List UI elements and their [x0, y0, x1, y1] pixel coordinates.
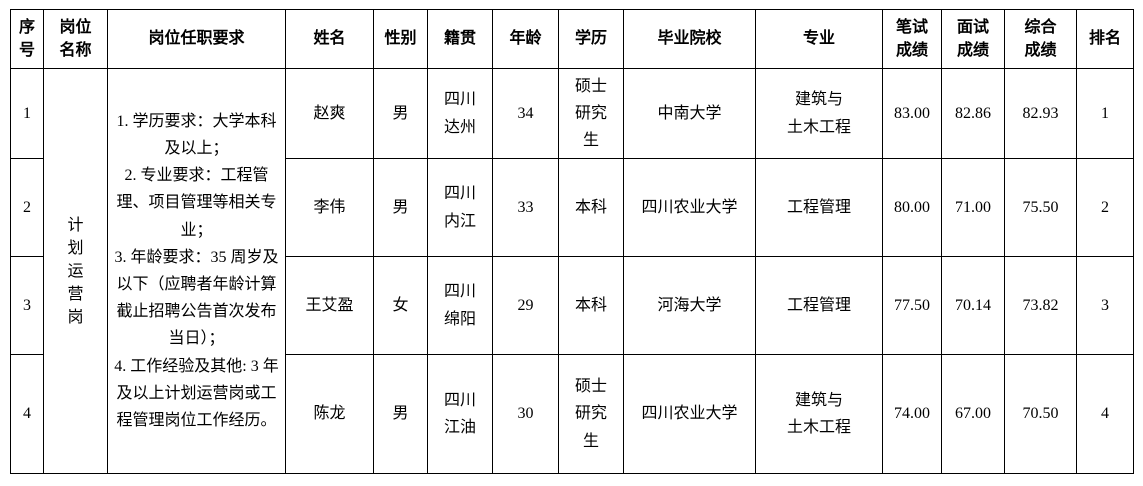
col-header-position: 岗位 名称: [43, 9, 108, 69]
cell-written-score: 80.00: [882, 158, 942, 257]
cell-name: 赵爽: [285, 68, 374, 159]
cell-school: 河海大学: [623, 256, 756, 355]
cell-major: 建筑与 土木工程: [755, 354, 883, 474]
cell-interview-score: 82.86: [941, 68, 1005, 159]
cell-gender: 女: [373, 256, 428, 355]
cell-native-place: 四川 江油: [427, 354, 493, 474]
cell-major: 建筑与 土木工程: [755, 68, 883, 159]
cell-seq: 1: [10, 68, 44, 159]
col-header-seq: 序 号: [10, 9, 44, 69]
col-header-written-score: 笔试 成绩: [882, 9, 942, 69]
cell-seq: 4: [10, 354, 44, 474]
table-row: 2 李伟 男 四川 内江 33 本科 四川农业大学 工程管理 80.00 71.…: [10, 158, 1134, 257]
col-header-education: 学历: [558, 9, 624, 69]
col-header-interview-score: 面试 成绩: [941, 9, 1005, 69]
recruitment-results-table: 序 号 岗位 名称 岗位任职要求 姓名 性别 籍贯 年龄 学历 毕业院校 专业 …: [10, 9, 1134, 474]
cell-major: 工程管理: [755, 158, 883, 257]
table-row: 3 王艾盈 女 四川 绵阳 29 本科 河海大学 工程管理 77.50 70.1…: [10, 256, 1134, 355]
cell-overall-score: 75.50: [1004, 158, 1077, 257]
cell-gender: 男: [373, 158, 428, 257]
col-header-age: 年龄: [492, 9, 559, 69]
cell-age: 29: [492, 256, 559, 355]
cell-school: 四川农业大学: [623, 354, 756, 474]
cell-name: 王艾盈: [285, 256, 374, 355]
cell-rank: 2: [1076, 158, 1134, 257]
cell-seq: 2: [10, 158, 44, 257]
cell-job-requirements: 1. 学历要求：大学本科及以上； 2. 专业要求：工程管理、项目管理等相关专业；…: [107, 68, 286, 474]
cell-age: 30: [492, 354, 559, 474]
col-header-school: 毕业院校: [623, 9, 756, 69]
cell-interview-score: 70.14: [941, 256, 1005, 355]
cell-name: 陈龙: [285, 354, 374, 474]
col-header-overall-score: 综合 成绩: [1004, 9, 1077, 69]
cell-school: 四川农业大学: [623, 158, 756, 257]
header-row: 序 号 岗位 名称 岗位任职要求 姓名 性别 籍贯 年龄 学历 毕业院校 专业 …: [10, 9, 1134, 69]
cell-written-score: 77.50: [882, 256, 942, 355]
cell-interview-score: 71.00: [941, 158, 1005, 257]
cell-native-place: 四川 绵阳: [427, 256, 493, 355]
cell-rank: 3: [1076, 256, 1134, 355]
cell-overall-score: 73.82: [1004, 256, 1077, 355]
cell-written-score: 83.00: [882, 68, 942, 159]
cell-overall-score: 70.50: [1004, 354, 1077, 474]
position-name-vertical-text: 计划运营岗: [67, 216, 84, 326]
cell-interview-score: 67.00: [941, 354, 1005, 474]
cell-education: 硕士 研究 生: [558, 354, 624, 474]
col-header-major: 专业: [755, 9, 883, 69]
cell-education: 本科: [558, 158, 624, 257]
cell-education: 本科: [558, 256, 624, 355]
cell-major: 工程管理: [755, 256, 883, 355]
cell-native-place: 四川 内江: [427, 158, 493, 257]
col-header-name: 姓名: [285, 9, 374, 69]
cell-age: 34: [492, 68, 559, 159]
col-header-rank: 排名: [1076, 9, 1134, 69]
table-row: 1 计划运营岗 1. 学历要求：大学本科及以上； 2. 专业要求：工程管理、项目…: [10, 68, 1134, 474]
cell-native-place: 四川 达州: [427, 68, 493, 159]
cell-rank: 1: [1076, 68, 1134, 159]
col-header-requirements: 岗位任职要求: [107, 9, 286, 69]
cell-age: 33: [492, 158, 559, 257]
cell-written-score: 74.00: [882, 354, 942, 474]
cell-overall-score: 82.93: [1004, 68, 1077, 159]
cell-name: 李伟: [285, 158, 374, 257]
cell-gender: 男: [373, 354, 428, 474]
cell-position-name: 计划运营岗: [43, 68, 108, 474]
table-row: 4 陈龙 男 四川 江油 30 硕士 研究 生 四川农业大学 建筑与 土木工程 …: [10, 354, 1134, 474]
cell-rank: 4: [1076, 354, 1134, 474]
cell-gender: 男: [373, 68, 428, 159]
col-header-gender: 性别: [373, 9, 428, 69]
cell-education: 硕士 研究 生: [558, 68, 624, 159]
cell-seq: 3: [10, 256, 44, 355]
cell-school: 中南大学: [623, 68, 756, 159]
col-header-native-place: 籍贯: [427, 9, 493, 69]
